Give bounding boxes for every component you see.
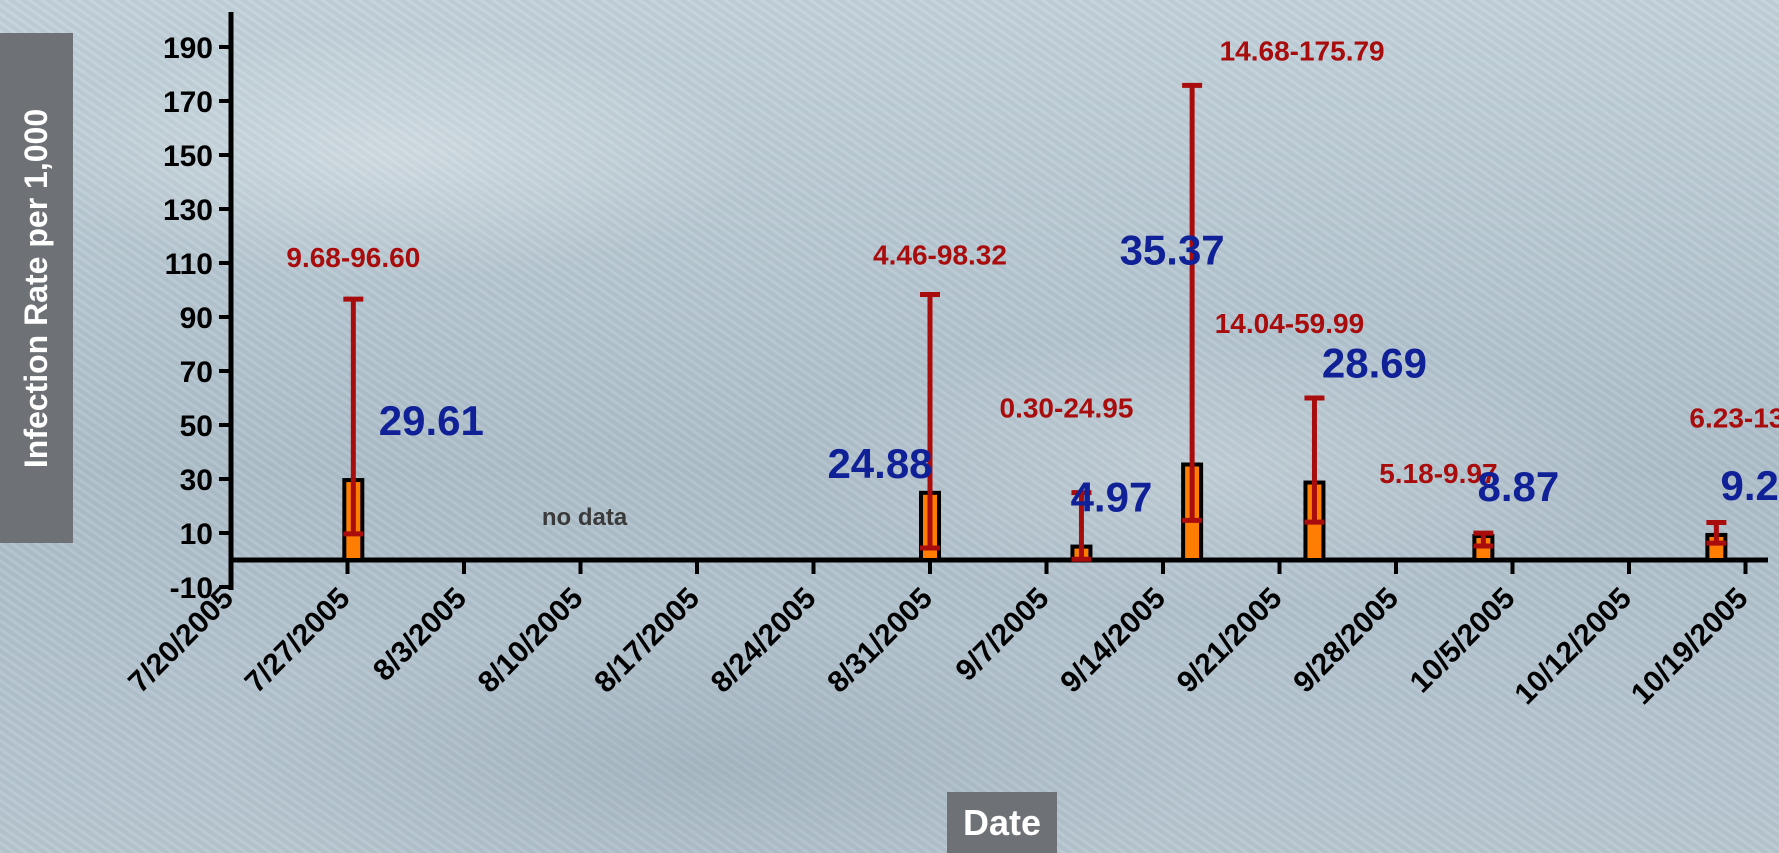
y-axis-title: Infection Rate per 1,000 (0, 33, 73, 543)
x-tick-label: 8/17/2005 (588, 582, 706, 700)
ci-label: 14.04-59.99 (1215, 308, 1364, 339)
y-tick-label: 10 (180, 518, 213, 551)
no-data-annotation: no data (542, 504, 628, 531)
x-tick-label: 9/7/2005 (950, 582, 1056, 688)
ci-label: 4.46-98.32 (873, 240, 1007, 271)
y-tick-label: 50 (180, 410, 213, 443)
ci-label: 6.23-13.91 (1689, 402, 1779, 433)
value-label: 28.69 (1322, 340, 1427, 387)
x-tick-label: 8/3/2005 (367, 582, 473, 688)
x-tick-label: 8/10/2005 (472, 582, 590, 700)
x-tick-label: 8/31/2005 (821, 582, 939, 700)
y-tick-label: 90 (180, 302, 213, 335)
ci-label: 5.18-9.97 (1379, 458, 1497, 489)
x-tick-label: 10/12/2005 (1508, 582, 1638, 712)
chart-labels: 9.68-96.60 29.61 4.46-98.32 24.88 0.30-24.95… (286, 35, 1779, 531)
y-tick-label: 30 (180, 464, 213, 497)
x-tick-label: 10/5/2005 (1404, 582, 1522, 700)
value-label: 35.37 (1120, 227, 1225, 274)
axes: -1010305070901101301501701907/20/20057/2… (122, 12, 1768, 711)
y-tick-label: 130 (163, 194, 213, 227)
y-tick-label: -10 (170, 572, 213, 605)
value-label: 8.87 (1478, 463, 1560, 510)
x-tick-label: 9/28/2005 (1287, 582, 1405, 700)
ci-label: 9.68-96.60 (286, 242, 420, 273)
x-axis-title: Date (947, 792, 1057, 853)
value-label: 9.28 (1721, 462, 1779, 509)
y-tick-label: 190 (163, 32, 213, 65)
ci-label: 0.30-24.95 (1000, 393, 1134, 424)
y-tick-label: 110 (165, 248, 213, 281)
value-label: 29.61 (379, 397, 484, 444)
y-tick-label: 70 (180, 356, 213, 389)
x-tick-label: 7/27/2005 (239, 582, 357, 700)
y-tick-label: 170 (163, 86, 213, 119)
ci-label: 14.68-175.79 (1220, 35, 1385, 66)
x-tick-label: 9/21/2005 (1171, 582, 1289, 700)
value-label: 24.88 (827, 440, 932, 487)
x-tick-label: 9/14/2005 (1054, 582, 1172, 700)
y-tick-label: 150 (163, 140, 213, 173)
y-axis-title-text: Infection Rate per 1,000 (18, 108, 55, 468)
x-tick-label: 8/24/2005 (705, 582, 823, 700)
value-label: 4.97 (1071, 474, 1153, 521)
x-tick-label: 10/19/2005 (1625, 582, 1755, 712)
chart-marks (342, 82, 1728, 563)
